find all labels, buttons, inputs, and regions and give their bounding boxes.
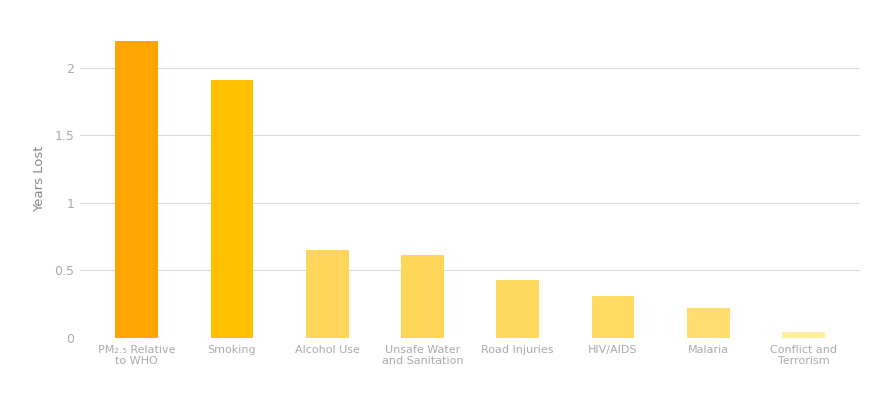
Bar xyxy=(210,80,253,338)
Bar xyxy=(400,255,443,338)
Bar xyxy=(781,332,824,338)
Bar xyxy=(591,296,633,338)
Y-axis label: Years Lost: Years Lost xyxy=(33,146,46,213)
Bar xyxy=(686,308,729,338)
Bar xyxy=(115,41,158,338)
Bar xyxy=(496,280,539,338)
Bar xyxy=(306,250,348,338)
